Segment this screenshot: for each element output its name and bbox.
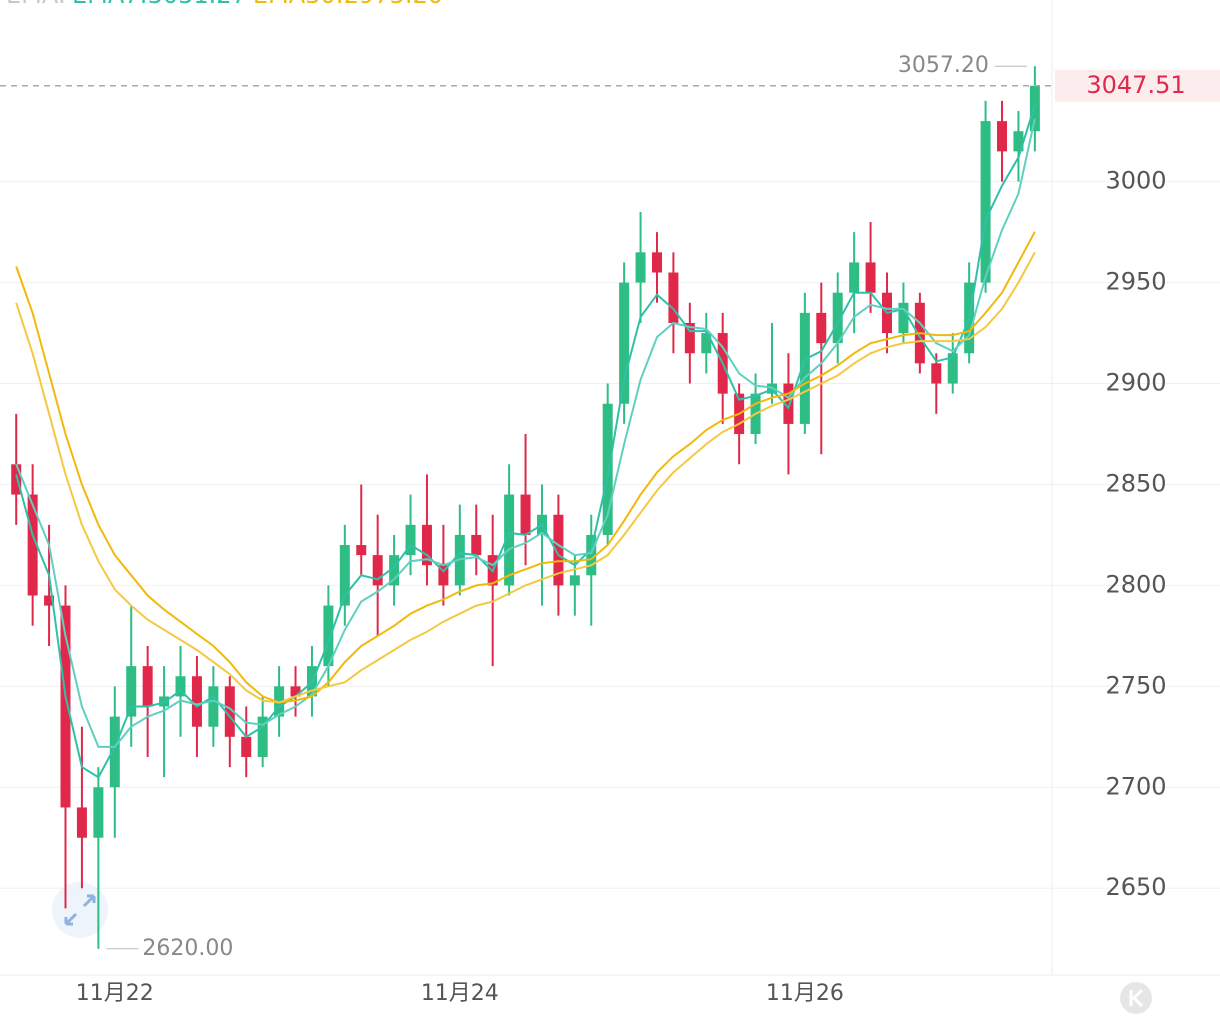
candle-body	[898, 302, 909, 334]
candle-body	[651, 252, 662, 273]
candle-body	[816, 312, 827, 344]
candle-body	[997, 121, 1008, 152]
candle-body	[865, 262, 876, 293]
y-tick-label: 2900	[1105, 369, 1166, 397]
reset-icon	[1129, 988, 1144, 1008]
candle-body	[93, 787, 104, 838]
candle-body	[799, 312, 810, 424]
candle-body	[44, 595, 55, 606]
candle-body	[405, 524, 416, 556]
candle-body	[947, 353, 958, 384]
y-tick-label: 2850	[1105, 469, 1166, 497]
indicator-label: EMA:	[6, 0, 66, 9]
candle-body	[980, 121, 991, 283]
candle-body	[290, 686, 301, 697]
indicator-label: EMA7:3031.27	[72, 0, 247, 9]
candle-body	[586, 534, 597, 576]
ema-line	[15, 231, 1036, 704]
candle-body	[569, 575, 580, 586]
candle-body	[421, 524, 432, 566]
candle-body	[553, 514, 564, 586]
candle-body	[1029, 85, 1040, 132]
candle-body	[356, 545, 367, 556]
zoom-icon[interactable]	[52, 882, 108, 938]
candle-body	[224, 686, 235, 737]
candle-body	[126, 666, 137, 717]
candle-body	[849, 262, 860, 293]
y-tick-label: 2800	[1105, 570, 1166, 598]
reset-button[interactable]	[1120, 982, 1152, 1014]
candle-body	[701, 333, 712, 354]
annotation-label: 2620.00	[142, 936, 233, 961]
x-tick-label: 11月26	[766, 981, 844, 1006]
candle-body	[109, 716, 120, 788]
y-tick-label: 2650	[1105, 873, 1166, 901]
candle-body	[257, 716, 268, 757]
candle-body	[372, 555, 383, 586]
last-price-label: 3047.51	[1086, 71, 1185, 99]
y-tick-label: 2750	[1105, 671, 1166, 699]
candle-body	[504, 494, 515, 586]
x-tick-label: 11月24	[421, 981, 499, 1006]
candle-body	[142, 666, 153, 707]
candle-body	[931, 363, 942, 384]
candle-body	[60, 605, 71, 808]
candle-body	[339, 545, 350, 606]
candle-body	[684, 322, 695, 354]
ema-line	[15, 104, 1036, 779]
candle-body	[389, 555, 400, 586]
candle-body	[619, 282, 630, 404]
candle-body	[27, 494, 38, 596]
last-price-tag	[1055, 69, 1220, 102]
annotation-label: 3057.20	[898, 53, 989, 78]
zoom-bg[interactable]	[52, 882, 108, 938]
candle-body	[175, 676, 186, 697]
candle-body	[11, 464, 22, 495]
y-tick-label: 2700	[1105, 772, 1166, 800]
x-tick-label: 11月22	[76, 981, 154, 1006]
candle-body	[1013, 131, 1024, 152]
candle-body	[602, 403, 613, 535]
candle-body	[832, 292, 843, 344]
ema-line	[15, 118, 1036, 748]
candle-body	[635, 252, 646, 283]
zoom-arrows	[64, 894, 96, 926]
candle-body	[471, 534, 482, 556]
candle-body	[783, 383, 794, 424]
indicator-label: EMA30:2975.20	[253, 0, 443, 9]
ema-line	[15, 251, 1036, 704]
candle-body	[76, 807, 87, 838]
candle-body	[208, 686, 219, 727]
candle-body	[191, 676, 202, 727]
y-tick-label: 3000	[1105, 167, 1166, 195]
candle-body	[438, 565, 449, 586]
candle-body	[323, 605, 334, 667]
candle-body	[668, 272, 679, 323]
candle-body	[520, 494, 531, 535]
y-tick-label: 2950	[1105, 268, 1166, 296]
candle-body	[241, 736, 252, 757]
